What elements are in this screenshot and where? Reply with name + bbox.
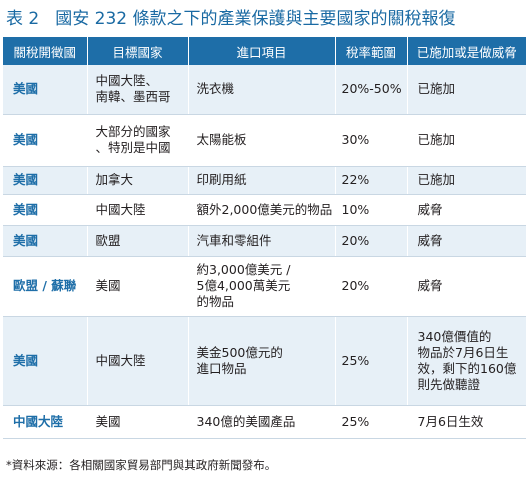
cell-item: 汽車和零組件 <box>188 225 336 257</box>
cell-rate: 20% <box>335 256 408 317</box>
cell-rate: 10% <box>335 194 408 226</box>
cell-item: 太陽能板 <box>188 114 336 167</box>
cell-status: 已施加 <box>407 65 526 115</box>
cell-rate: 30% <box>335 114 408 167</box>
table-header-row: 關稅開徵國 目標國家 進口項目 稅率範圍 已施加或是做威脅 <box>3 37 526 65</box>
col-header-levying-country: 關稅開徵國 <box>3 37 88 65</box>
cell-status: 威脅 <box>407 194 526 226</box>
table-row: 美國 中國大陸 美金500億元的 進口物品 25% 340億價值的 物品於7月6… <box>3 316 526 406</box>
cell-country: 歐盟 / 蘇聯 <box>3 256 88 317</box>
cell-rate: 20% <box>335 225 408 257</box>
cell-status: 威脅 <box>407 225 526 257</box>
cell-country: 美國 <box>3 65 88 115</box>
table-title-text: 國安 232 條款之下的產業保護與主要國家的關稅報復 <box>55 9 456 29</box>
cell-country: 美國 <box>3 194 88 226</box>
table-row: 美國 加拿大 印刷用紙 22% 已施加 <box>3 166 526 195</box>
cell-status: 已施加 <box>407 166 526 195</box>
cell-target: 加拿大 <box>87 166 189 195</box>
col-header-import-item: 進口項目 <box>188 37 336 65</box>
cell-rate: 25% <box>335 316 408 406</box>
cell-status: 威脅 <box>407 256 526 317</box>
cell-target: 中國大陸 <box>87 194 189 226</box>
cell-item: 額外2,000億美元的物品 <box>188 194 336 226</box>
cell-item: 洗衣機 <box>188 65 336 115</box>
table-row: 美國 歐盟 汽車和零組件 20% 威脅 <box>3 225 526 257</box>
table-number: 表 2 <box>6 9 40 29</box>
cell-country: 美國 <box>3 225 88 257</box>
cell-item: 印刷用紙 <box>188 166 336 195</box>
cell-target: 大部分的國家 、特別是中國 <box>87 114 189 167</box>
cell-item: 美金500億元的 進口物品 <box>188 316 336 406</box>
table-title: 表 2 國安 232 條款之下的產業保護與主要國家的關稅報復 <box>6 6 526 32</box>
cell-status: 340億價值的 物品於7月6日生 效，剩下的160億 則先做聽證 <box>407 316 526 406</box>
cell-item: 約3,000億美元 / 5億4,000萬美元 的物品 <box>188 256 336 317</box>
cell-country: 美國 <box>3 114 88 167</box>
cell-status: 已施加 <box>407 114 526 167</box>
table-row: 美國 大部分的國家 、特別是中國 太陽能板 30% 已施加 <box>3 114 526 167</box>
col-header-rate-range: 稅率範圍 <box>335 37 408 65</box>
source-footnote: *資料來源：各相關國家貿易部門與其政府新聞發布。 <box>6 458 277 472</box>
cell-rate: 25% <box>335 405 408 439</box>
cell-country: 美國 <box>3 166 88 195</box>
cell-target: 美國 <box>87 405 189 439</box>
col-header-status: 已施加或是做威脅 <box>407 37 526 65</box>
table-row: 中國大陸 美國 340億的美國產品 25% 7月6日生效 <box>3 405 526 439</box>
cell-status: 7月6日生效 <box>407 405 526 439</box>
cell-target: 中國大陸 <box>87 316 189 406</box>
cell-rate: 20%-50% <box>335 65 408 115</box>
cell-country: 美國 <box>3 316 88 406</box>
cell-target: 美國 <box>87 256 189 317</box>
table-row: 美國 中國大陸、 南韓、墨西哥 洗衣機 20%-50% 已施加 <box>3 65 526 115</box>
cell-country: 中國大陸 <box>3 405 88 439</box>
cell-target: 歐盟 <box>87 225 189 257</box>
tariff-table: 關稅開徵國 目標國家 進口項目 稅率範圍 已施加或是做威脅 美國 中國大陸、 南… <box>3 37 526 439</box>
cell-item: 340億的美國產品 <box>188 405 336 439</box>
cell-rate: 22% <box>335 166 408 195</box>
table-row: 歐盟 / 蘇聯 美國 約3,000億美元 / 5億4,000萬美元 的物品 20… <box>3 256 526 317</box>
col-header-target-country: 目標國家 <box>87 37 189 65</box>
cell-target: 中國大陸、 南韓、墨西哥 <box>87 65 189 115</box>
table-row: 美國 中國大陸 額外2,000億美元的物品 10% 威脅 <box>3 194 526 226</box>
